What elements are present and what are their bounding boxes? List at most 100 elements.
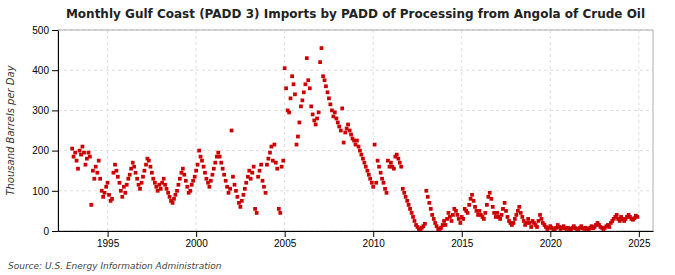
point [249,177,253,181]
point [234,189,238,193]
point [433,221,437,225]
point [491,205,495,209]
x-axis-tick: 2020 [540,231,563,249]
point [221,167,225,171]
point [208,185,212,189]
y-axis-tick-label: 100 [32,186,49,197]
y-axis-tick: 0 [43,226,58,237]
x-axis-tick-label: 2020 [540,238,563,249]
point [424,189,428,193]
plot-frame [58,30,653,231]
point [328,102,332,106]
point [327,96,331,100]
point [358,149,362,153]
x-axis-tick-label: 2010 [363,238,386,249]
point [273,143,277,147]
point [224,179,228,183]
point [320,46,324,50]
point [520,215,524,219]
point [264,191,268,195]
point [88,155,92,159]
x-axis-tick-mark [108,231,109,237]
point [230,129,234,133]
point [410,211,414,215]
y-axis-tick-mark [52,191,58,192]
point [178,177,182,181]
point [120,195,124,199]
point [506,215,510,219]
point [277,207,281,211]
point [222,173,226,177]
x-axis-tick-mark [285,231,286,237]
point [134,171,138,175]
point [211,173,215,177]
point [281,159,285,163]
point [370,181,374,185]
point [385,191,389,195]
point [256,175,260,179]
point [519,211,523,215]
point [423,222,427,226]
point [182,173,186,177]
grid-line-x [373,30,374,231]
point [73,151,77,155]
point [302,90,306,94]
point [185,185,189,189]
x-axis-tick: 2025 [628,231,651,249]
point [336,121,340,125]
point [82,151,86,155]
point [104,185,108,189]
point [239,205,243,209]
x-axis-tick-mark [550,231,551,237]
point [200,159,204,163]
point [219,161,223,165]
point [317,111,321,115]
point [495,211,499,215]
point [115,169,119,173]
point [489,197,493,201]
y-axis-tick: 500 [32,25,58,36]
point [255,211,259,215]
point [503,201,507,205]
point [228,187,232,191]
y-axis-tick-mark [52,231,58,232]
point [268,151,272,155]
point [113,163,117,167]
point [374,181,378,185]
point [364,165,368,169]
point [405,199,409,203]
point [498,217,502,221]
point [265,163,269,167]
grid-line-x [461,30,462,231]
point [461,217,465,221]
point [159,187,163,191]
title: Monthly Gulf Coast (PADD 3) Imports by P… [66,7,645,21]
point [540,217,544,221]
point [538,213,542,217]
x-axis-tick: 2010 [363,231,386,249]
point [376,159,380,163]
point [504,209,508,213]
point [295,143,299,147]
point [395,153,399,157]
point [153,181,157,185]
point [171,201,175,205]
point [333,111,337,115]
point [227,191,231,195]
point [346,123,350,127]
y-axis-tick-label: 500 [32,25,49,36]
point [177,183,181,187]
point [107,193,111,197]
point [365,169,369,173]
point [379,171,383,175]
point [252,165,256,169]
point [84,163,88,167]
point [70,147,74,151]
point [308,86,312,90]
point [357,145,361,149]
point [149,165,153,169]
point [244,181,248,185]
point [382,181,386,185]
point [482,217,486,221]
point [280,165,284,169]
